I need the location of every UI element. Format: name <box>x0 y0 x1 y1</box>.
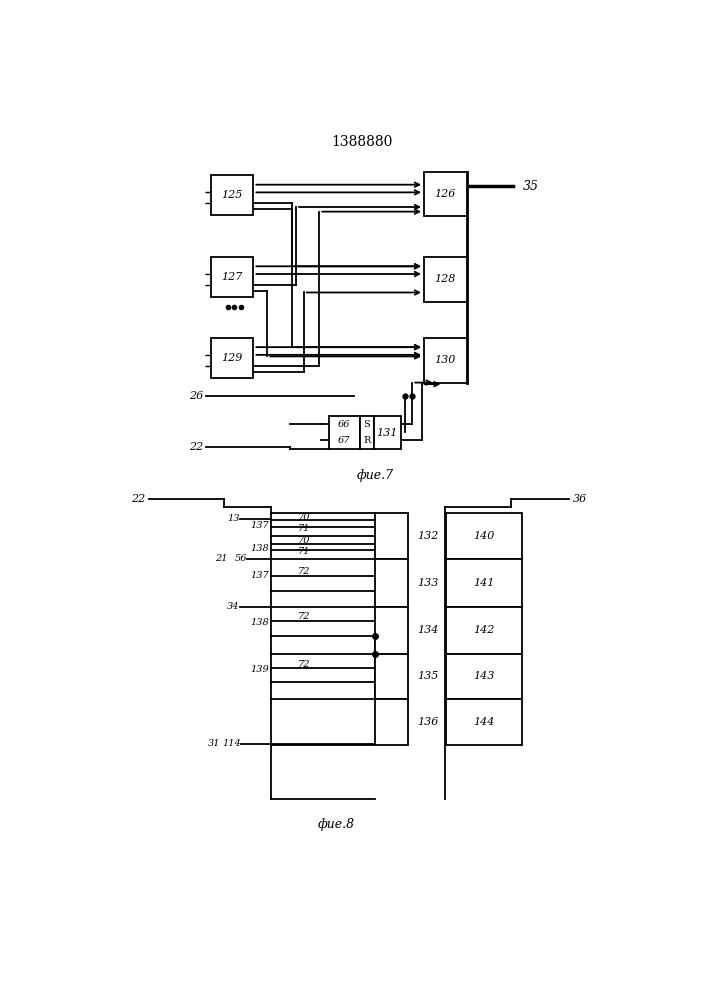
Text: 71: 71 <box>298 524 310 533</box>
Text: 137: 137 <box>250 521 269 530</box>
Text: 67: 67 <box>338 436 351 445</box>
Text: 72: 72 <box>298 660 310 669</box>
Bar <box>211 175 253 215</box>
Bar <box>375 654 408 699</box>
Text: 22: 22 <box>189 442 203 452</box>
Text: 31: 31 <box>208 739 220 748</box>
Text: 56: 56 <box>235 554 247 563</box>
Text: 26: 26 <box>189 391 203 401</box>
Text: 125: 125 <box>221 190 243 200</box>
Text: 132: 132 <box>417 531 438 541</box>
Text: S: S <box>363 420 370 429</box>
Text: 36: 36 <box>573 494 587 504</box>
Text: 141: 141 <box>474 578 495 588</box>
Text: 71: 71 <box>298 547 310 556</box>
Text: 128: 128 <box>435 274 456 284</box>
Text: фие.8: фие.8 <box>318 818 355 831</box>
Text: 134: 134 <box>417 625 438 635</box>
Text: 138: 138 <box>250 618 269 627</box>
Text: 130: 130 <box>435 355 456 365</box>
Bar <box>360 416 373 449</box>
Text: 13: 13 <box>227 514 240 523</box>
Text: фие.7: фие.7 <box>356 469 394 482</box>
Bar <box>211 338 253 378</box>
Text: 114: 114 <box>222 739 241 748</box>
Bar <box>211 257 253 297</box>
Bar <box>375 699 408 745</box>
Bar <box>424 338 467 383</box>
Text: 1388880: 1388880 <box>332 135 392 149</box>
Text: 133: 133 <box>417 578 438 588</box>
Text: 21: 21 <box>216 554 228 563</box>
Bar <box>446 699 522 745</box>
Text: 142: 142 <box>474 625 495 635</box>
Text: 126: 126 <box>435 189 456 199</box>
Bar <box>375 607 408 654</box>
Bar <box>446 607 522 654</box>
Text: 22: 22 <box>131 494 145 504</box>
Bar <box>424 257 467 302</box>
Bar <box>424 172 467 216</box>
Text: 137: 137 <box>250 571 269 580</box>
Text: 138: 138 <box>250 544 269 553</box>
Text: 72: 72 <box>298 612 310 621</box>
Text: 127: 127 <box>221 272 243 282</box>
Text: 136: 136 <box>417 717 438 727</box>
Bar <box>375 559 408 607</box>
Text: 35: 35 <box>522 180 538 193</box>
Text: 129: 129 <box>221 353 243 363</box>
Text: R: R <box>363 436 370 445</box>
Text: 66: 66 <box>338 420 351 429</box>
Bar <box>446 654 522 699</box>
Bar <box>373 416 401 449</box>
Bar <box>375 513 408 559</box>
Text: 139: 139 <box>250 665 269 674</box>
Text: 70: 70 <box>298 536 310 545</box>
Text: 143: 143 <box>474 671 495 681</box>
Text: 72: 72 <box>298 567 310 576</box>
Text: 140: 140 <box>474 531 495 541</box>
Text: 135: 135 <box>417 671 438 681</box>
Bar <box>446 559 522 607</box>
Bar <box>446 513 522 559</box>
Text: 34: 34 <box>227 602 240 611</box>
Text: 70: 70 <box>298 513 310 522</box>
Bar <box>329 416 360 449</box>
Text: 131: 131 <box>376 428 398 438</box>
Text: 144: 144 <box>474 717 495 727</box>
